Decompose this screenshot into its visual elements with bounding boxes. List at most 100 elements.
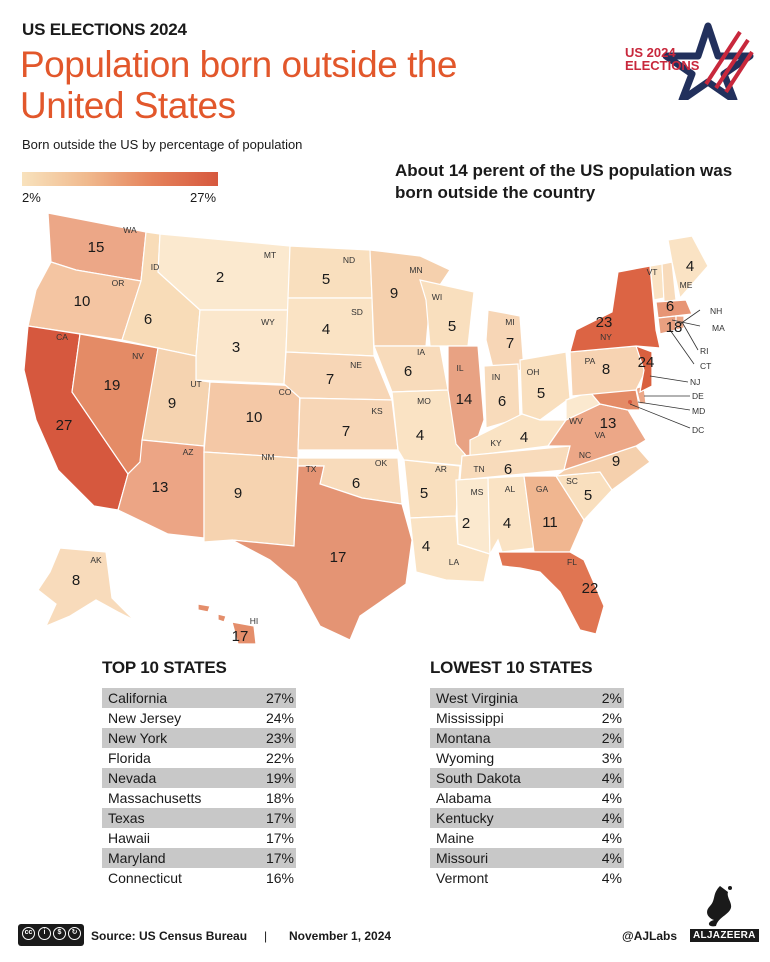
nc-icon: $	[53, 927, 66, 940]
value-NC: 9	[612, 453, 620, 470]
abbr-VT: VT	[647, 267, 658, 277]
legend-title: Born outside the US by percentage of pop…	[22, 137, 303, 152]
abbr-OR: OR	[112, 278, 125, 288]
legend-color-bar	[22, 172, 218, 186]
state-NM	[203, 451, 299, 547]
row-pct: 24%	[265, 710, 294, 726]
row-pct: 4%	[601, 850, 622, 866]
abbr-WY: WY	[261, 317, 275, 327]
value-GA: 11	[542, 514, 558, 531]
row-pct: 4%	[601, 830, 622, 846]
abbr-PA: PA	[585, 356, 596, 366]
row-state: Alabama	[436, 790, 492, 806]
value-TN: 6	[504, 461, 512, 478]
value-TX: 17	[330, 549, 347, 566]
abbr-MD: MD	[692, 406, 705, 416]
abbr-MN: MN	[409, 265, 422, 275]
value-WY: 3	[232, 339, 240, 356]
table-row: South Dakota 4%	[430, 768, 624, 788]
value-HI: 17	[232, 628, 249, 645]
row-pct: 19%	[265, 770, 294, 786]
value-MS: 2	[462, 515, 470, 532]
footer: cc i $ ↻ Source: US Census Bureau | Nove…	[0, 886, 770, 954]
value-AR: 5	[420, 485, 428, 502]
state-RI	[675, 315, 685, 331]
value-KY: 4	[520, 429, 528, 446]
abbr-UT: UT	[190, 379, 201, 389]
value-NJ: 24	[638, 354, 655, 371]
abbr-MI: MI	[505, 317, 514, 327]
row-pct: 4%	[601, 770, 622, 786]
row-state: Texas	[108, 810, 145, 826]
value-IA: 6	[404, 363, 412, 380]
row-state: New Jersey	[108, 710, 182, 726]
value-PA: 8	[602, 361, 610, 378]
abbr-NH: NH	[710, 306, 722, 316]
row-pct: 23%	[265, 730, 294, 746]
row-state: California	[108, 690, 168, 706]
abbr-KY: KY	[490, 438, 502, 448]
aljazeera-logo-icon	[707, 886, 732, 927]
abbr-IA: IA	[417, 347, 425, 357]
abbr-WA: WA	[123, 225, 137, 235]
value-ME: 4	[686, 258, 694, 275]
value-CA: 27	[56, 417, 73, 434]
value-WI: 5	[448, 318, 456, 335]
abbr-VA: VA	[595, 430, 606, 440]
value-MA: 18	[666, 319, 683, 336]
top-10-table: TOP 10 STATES California 27% New Jersey 24…	[102, 658, 296, 888]
row-state: Maine	[436, 830, 475, 846]
state-ME	[667, 235, 709, 300]
abbr-ME: ME	[680, 280, 693, 290]
row-state: South Dakota	[436, 770, 521, 786]
value-ND: 5	[322, 271, 330, 288]
date-text: November 1, 2024	[289, 929, 392, 943]
abbr-KS: KS	[371, 406, 383, 416]
row-pct: 2%	[601, 730, 622, 746]
value-OK: 6	[352, 475, 360, 492]
abbr-NV: NV	[132, 351, 144, 361]
value-NE: 7	[326, 371, 334, 388]
abbr-CO: CO	[279, 387, 292, 397]
table-row: Maine 4%	[430, 828, 624, 848]
annotation: About 14 perent of the US population was…	[395, 161, 733, 202]
row-state: Wyoming	[436, 750, 495, 766]
row-pct: 17%	[265, 810, 294, 826]
row-pct: 4%	[601, 790, 622, 806]
kicker: US ELECTIONS 2024	[22, 20, 187, 39]
row-state: West Virginia	[436, 690, 518, 706]
table-row: Alabama 4%	[430, 788, 624, 808]
value-SD: 4	[322, 321, 330, 338]
row-state: Nevada	[108, 770, 157, 786]
abbr-OK: OK	[375, 458, 388, 468]
row-pct: 17%	[265, 850, 294, 866]
abbr-OH: OH	[527, 367, 540, 377]
cc-icon: cc	[22, 927, 35, 940]
row-pct: 4%	[601, 870, 622, 886]
top-10-heading: TOP 10 STATES	[102, 658, 227, 677]
value-FL: 22	[582, 580, 599, 597]
row-state: New York	[108, 730, 168, 746]
row-state: Hawaii	[108, 830, 151, 846]
abbr-AL: AL	[505, 484, 516, 494]
abbr-MT: MT	[264, 250, 276, 260]
legend-min-label: 2%	[22, 190, 41, 205]
value-NM: 9	[234, 485, 242, 502]
lowest-10-table: LOWEST 10 STATES West Virginia 2% Mississ…	[430, 658, 624, 888]
abbr-RI: RI	[700, 346, 709, 356]
value-AK: 8	[72, 572, 80, 589]
aljazeera-wordmark: ALJAZEERA	[690, 929, 759, 942]
lowest-10-heading: LOWEST 10 STATES	[430, 658, 593, 677]
abbr-NJ: NJ	[690, 377, 700, 387]
state-AK	[37, 547, 135, 628]
abbr-TN: TN	[473, 464, 484, 474]
state-WI	[419, 279, 475, 347]
state-MA	[655, 299, 693, 319]
value-MI: 7	[506, 335, 514, 352]
value-KS: 7	[342, 423, 350, 440]
star-stripes-icon	[662, 22, 754, 104]
abbr-NC: NC	[579, 450, 591, 460]
abbr-WV: WV	[569, 416, 583, 426]
table-row: Missouri 4%	[430, 848, 624, 868]
row-pct: 3%	[601, 750, 622, 766]
